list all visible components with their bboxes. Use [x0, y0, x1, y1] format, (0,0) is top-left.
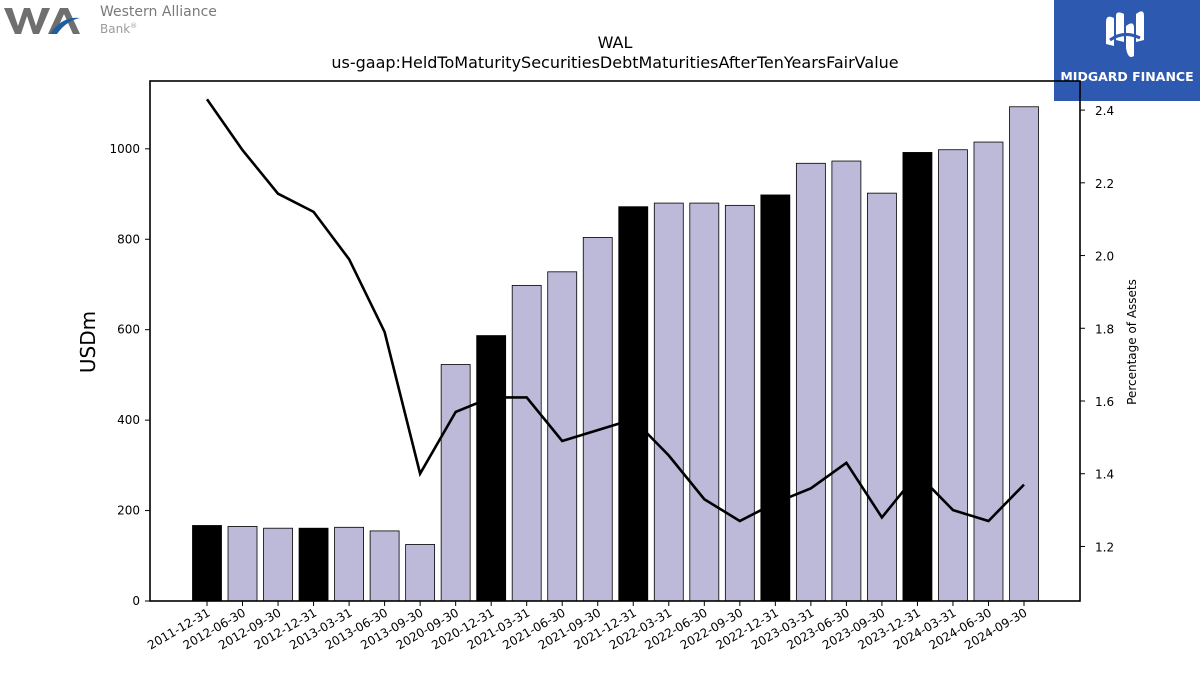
bar: [938, 149, 968, 602]
line-series: [205, 98, 1025, 523]
midgard-finance-label: MIDGARD FINANCE: [1060, 69, 1194, 84]
bar: [724, 204, 755, 602]
y-axis-right: 1.2 1.4 1.6 1.8 2.0 2.2 2.4: [1080, 104, 1114, 554]
y-axis-label: USDm: [76, 311, 100, 373]
y2-tick-label: 1.6: [1095, 395, 1114, 409]
bar: [440, 364, 471, 602]
western-alliance-logo: Western Alliance Bank®: [4, 4, 244, 40]
y2-tick-label: 1.2: [1095, 540, 1114, 554]
western-alliance-logo-mark: [4, 8, 80, 34]
bar: [369, 530, 400, 602]
y2-tick-label: 2.0: [1095, 250, 1114, 264]
bar: [618, 206, 649, 602]
y-tick-label: 800: [117, 232, 140, 246]
midgard-logo-icon: [1106, 11, 1144, 57]
y-tick-label: 1000: [109, 142, 140, 156]
brand-sub-text: Bank: [100, 22, 131, 36]
y2-tick-label: 1.4: [1095, 468, 1114, 482]
y-tick-label: 400: [117, 413, 140, 427]
bar: [653, 202, 684, 602]
bar: [334, 526, 364, 602]
chart-title: WAL: [598, 33, 633, 52]
bar: [547, 271, 578, 602]
brand-name: Western Alliance: [100, 4, 217, 20]
x-axis: 2011-12-312012-06-302012-09-302012-12-31…: [145, 601, 1030, 652]
line-path: [205, 98, 1025, 523]
y2-tick-label: 2.2: [1095, 177, 1114, 191]
bar: [405, 544, 436, 602]
y2-tick-label: 2.4: [1095, 104, 1114, 118]
y-tick-label: 600: [117, 323, 140, 337]
y2-tick-label: 1.8: [1095, 322, 1114, 336]
bar: [476, 335, 507, 602]
bar: [263, 527, 293, 602]
bar: [298, 527, 329, 602]
bar: [973, 141, 1004, 602]
bar: [831, 160, 862, 602]
bar: [582, 237, 613, 602]
y-axis-left: 0 200 400 600 800 1000: [109, 142, 150, 608]
bar: [760, 194, 791, 602]
bar: [511, 284, 542, 602]
bar: [227, 525, 258, 602]
bar: [192, 525, 222, 602]
y-tick-label: 0: [132, 594, 140, 608]
bar: [867, 192, 897, 602]
bar: [689, 202, 720, 602]
brand-sub: Bank®: [100, 22, 137, 36]
bar: [1009, 106, 1039, 602]
plot-frame: [149, 80, 1081, 602]
bar: [902, 152, 933, 602]
bar-series: [192, 106, 1039, 602]
y2-axis-label: Percentage of Assets: [1125, 279, 1139, 405]
bar: [795, 162, 826, 602]
midgard-finance-badge: MIDGARD FINANCE: [1054, 0, 1200, 101]
chart-subtitle: us-gaap:HeldToMaturitySecuritiesDebtMatu…: [331, 53, 898, 72]
y-tick-label: 200: [117, 504, 140, 518]
brand-reg-mark: ®: [130, 22, 138, 30]
